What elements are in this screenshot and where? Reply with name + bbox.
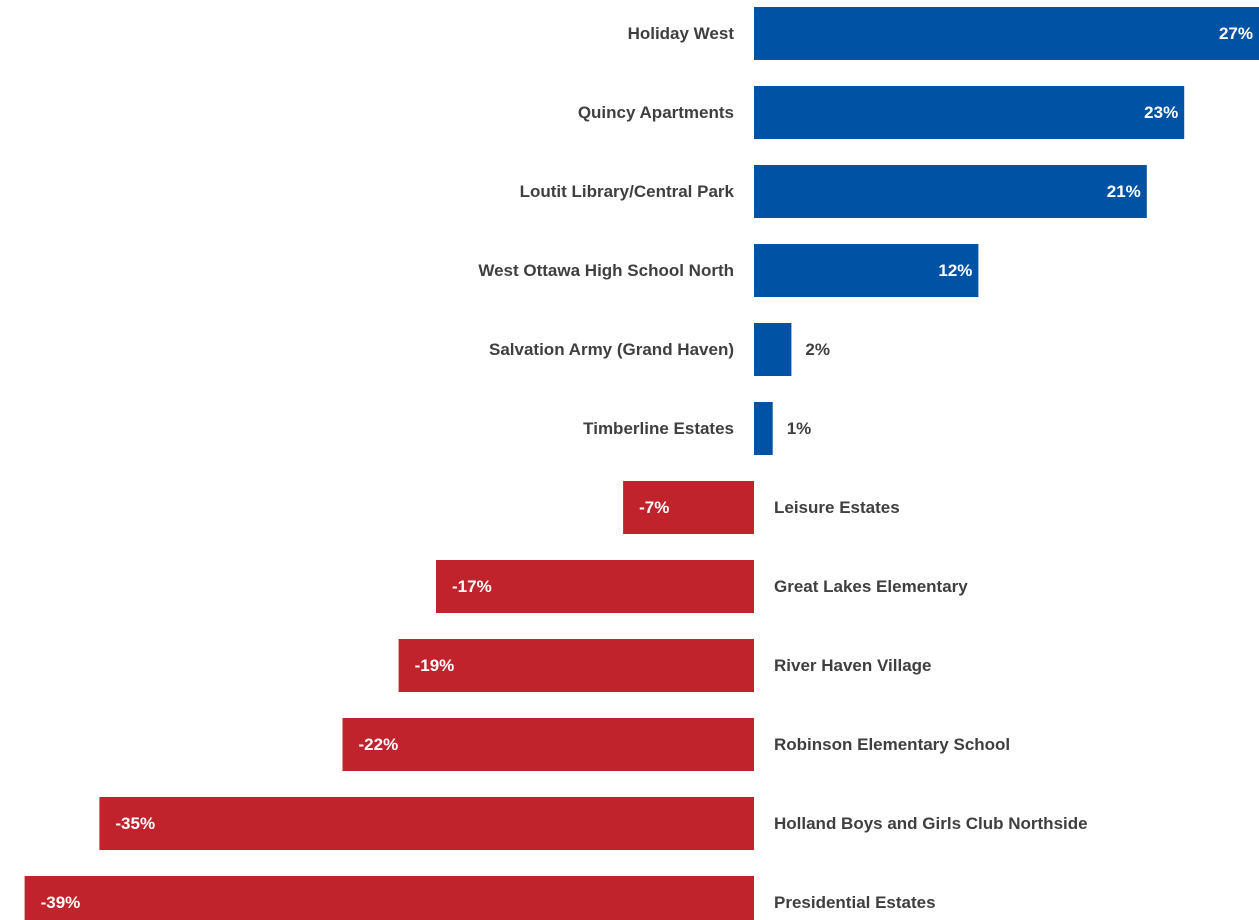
bar xyxy=(342,718,754,771)
bar xyxy=(436,560,754,613)
bar xyxy=(99,797,754,850)
category-label: Loutit Library/Central Park xyxy=(520,182,735,201)
bar-row: -22% Robinson Elementary School xyxy=(342,718,1010,771)
bar-row: 21% Loutit Library/Central Park xyxy=(520,165,1147,218)
data-label: -35% xyxy=(115,814,155,833)
bar xyxy=(24,876,755,920)
data-label: 27% xyxy=(1219,24,1253,43)
bar-row: -17% Great Lakes Elementary xyxy=(436,560,968,613)
bar xyxy=(754,402,773,455)
data-label: 23% xyxy=(1144,103,1178,122)
category-label: Leisure Estates xyxy=(774,498,900,517)
data-label: 1% xyxy=(787,419,812,438)
category-label: Holland Boys and Girls Club Northside xyxy=(774,814,1088,833)
bar xyxy=(754,7,1259,60)
bar-row: -35% Holland Boys and Girls Club Northsid… xyxy=(99,797,1088,850)
data-label: -7% xyxy=(639,498,669,517)
data-label: 2% xyxy=(805,340,830,359)
bar xyxy=(623,481,754,534)
bar-row: -19% River Haven Village xyxy=(398,639,932,692)
category-label: Salvation Army (Grand Haven) xyxy=(489,340,734,359)
category-label: West Ottawa High School North xyxy=(478,261,734,280)
bar-row: 12% West Ottawa High School North xyxy=(478,244,979,297)
bar xyxy=(398,639,754,692)
bar xyxy=(754,244,979,297)
category-label: Holiday West xyxy=(628,24,735,43)
data-label: 12% xyxy=(938,261,972,280)
bar-row: 23% Quincy Apartments xyxy=(578,86,1185,139)
category-label: Timberline Estates xyxy=(583,419,734,438)
data-label: 21% xyxy=(1107,182,1141,201)
category-label: River Haven Village xyxy=(774,656,932,675)
bar xyxy=(754,165,1147,218)
bar-row: 1% Timberline Estates xyxy=(583,402,811,455)
data-label: -17% xyxy=(452,577,492,596)
data-label: -39% xyxy=(41,893,81,912)
category-label: Presidential Estates xyxy=(774,893,936,912)
category-label: Quincy Apartments xyxy=(578,103,734,122)
bar-row: -7% Leisure Estates xyxy=(623,481,900,534)
bar xyxy=(754,323,792,376)
data-label: -22% xyxy=(359,735,399,754)
bar xyxy=(754,86,1185,139)
bar-row: -39% Presidential Estates xyxy=(24,876,936,920)
data-label: -19% xyxy=(415,656,455,675)
category-label: Robinson Elementary School xyxy=(774,735,1010,754)
bar-row: 27% Holiday West xyxy=(628,7,1259,60)
category-label: Great Lakes Elementary xyxy=(774,577,968,596)
bar-row: 2% Salvation Army (Grand Haven) xyxy=(489,323,830,376)
